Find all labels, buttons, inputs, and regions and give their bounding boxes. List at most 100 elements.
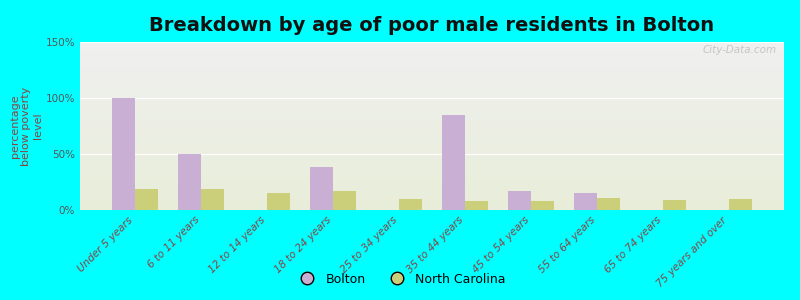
Bar — [80, 162, 784, 163]
Bar — [80, 182, 784, 210]
Bar — [80, 98, 784, 209]
Bar — [333, 191, 356, 210]
Bar — [80, 83, 784, 84]
Bar — [80, 149, 784, 210]
Bar — [80, 161, 784, 162]
Bar — [80, 91, 784, 92]
Bar — [80, 168, 784, 210]
Bar — [80, 121, 784, 122]
Bar — [80, 92, 784, 93]
Bar — [80, 150, 784, 151]
Bar — [80, 89, 784, 90]
Bar — [80, 172, 784, 210]
Bar — [574, 193, 597, 210]
Bar — [80, 47, 784, 48]
Bar — [80, 115, 784, 209]
Bar — [80, 50, 784, 209]
Bar — [80, 82, 784, 83]
Bar — [80, 200, 784, 201]
Bar — [80, 154, 784, 210]
Bar — [80, 77, 784, 209]
Bar — [80, 87, 784, 209]
Bar — [80, 164, 784, 165]
Bar — [80, 192, 784, 193]
Bar — [80, 51, 784, 209]
Bar — [80, 132, 784, 133]
Bar — [80, 201, 784, 202]
Bar — [80, 174, 784, 175]
Bar — [80, 125, 784, 210]
Bar — [80, 185, 784, 210]
Bar — [80, 64, 784, 209]
Bar — [80, 56, 784, 57]
Bar — [80, 179, 784, 180]
Bar — [80, 188, 784, 210]
Bar — [80, 175, 784, 210]
Bar — [80, 185, 784, 186]
Bar — [80, 104, 784, 105]
Bar — [80, 80, 784, 81]
Bar — [80, 160, 784, 210]
Bar — [80, 81, 784, 82]
Bar — [80, 60, 784, 209]
Bar — [80, 49, 784, 209]
Bar — [80, 134, 784, 210]
Bar — [80, 101, 784, 102]
Bar — [80, 103, 784, 104]
Bar — [80, 158, 784, 159]
Bar — [80, 57, 784, 58]
Bar — [80, 206, 784, 210]
Bar — [80, 128, 784, 210]
Bar — [80, 51, 784, 52]
Bar — [80, 208, 784, 209]
Bar — [80, 180, 784, 181]
Bar — [80, 84, 784, 209]
Bar — [80, 109, 784, 110]
Bar — [80, 203, 784, 210]
Bar — [80, 121, 784, 210]
Bar — [80, 129, 784, 210]
Bar — [80, 57, 784, 209]
Bar — [80, 86, 784, 209]
Bar — [80, 99, 784, 209]
Bar — [80, 190, 784, 191]
Bar — [80, 170, 784, 210]
Bar — [80, 53, 784, 54]
Bar — [80, 145, 784, 146]
Bar — [80, 197, 784, 198]
Bar — [80, 127, 784, 128]
Bar — [80, 98, 784, 209]
Bar — [80, 72, 784, 209]
Bar — [80, 44, 784, 45]
Bar — [80, 55, 784, 56]
Bar — [80, 133, 784, 134]
Bar — [80, 202, 784, 203]
Bar — [80, 68, 784, 69]
Bar — [80, 117, 784, 209]
Bar — [80, 172, 784, 173]
Bar — [80, 100, 784, 101]
Bar — [80, 140, 784, 210]
Bar — [80, 110, 784, 111]
Bar — [80, 165, 784, 210]
Bar — [80, 74, 784, 75]
Bar — [80, 153, 784, 154]
Bar — [80, 165, 784, 166]
Bar — [80, 48, 784, 209]
Bar — [80, 82, 784, 209]
Bar — [80, 54, 784, 55]
Bar — [80, 123, 784, 210]
Bar — [80, 156, 784, 157]
Bar — [80, 163, 784, 164]
Text: City-Data.com: City-Data.com — [703, 45, 777, 56]
Bar — [80, 173, 784, 210]
Bar — [80, 110, 784, 209]
Bar — [80, 105, 784, 106]
Bar — [80, 48, 784, 49]
Bar — [80, 161, 784, 210]
Bar — [80, 90, 784, 91]
Bar — [80, 145, 784, 210]
Bar — [80, 89, 784, 209]
Bar — [80, 43, 784, 209]
Bar — [80, 76, 784, 209]
